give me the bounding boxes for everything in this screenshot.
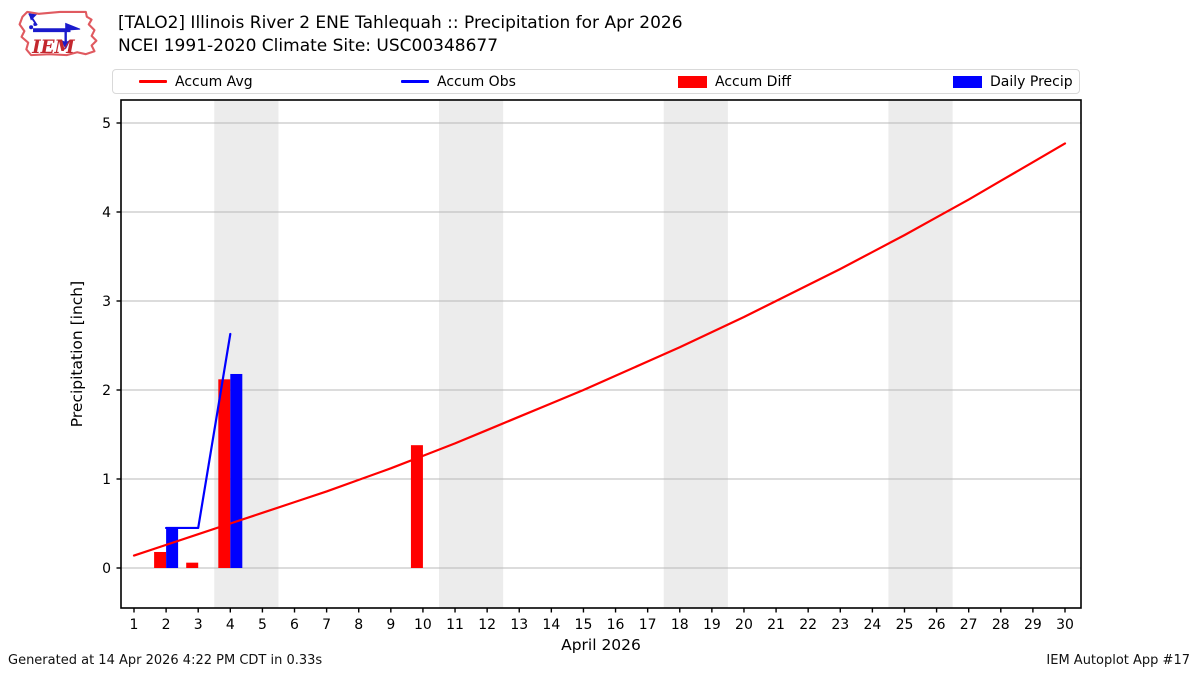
plot-border	[120, 99, 1082, 609]
x-axis-tick-label: 23	[831, 617, 849, 633]
daily-precip-swatch-icon	[953, 75, 982, 88]
y-axis-tick-label: 0	[102, 561, 111, 577]
x-axis-tick-label: 14	[542, 617, 560, 633]
weather-vane-icon	[28, 13, 81, 50]
x-axis-tick-label: 27	[960, 617, 978, 633]
legend-label: Accum Obs	[437, 73, 516, 90]
legend: Accum Avg Accum Obs Accum Diff Daily Precip	[112, 69, 1080, 94]
x-axis-tick-label: 10	[414, 617, 432, 633]
x-axis-tick-label: 25	[896, 617, 914, 633]
accum-diff-swatch-icon	[678, 75, 707, 88]
legend-item-accum-diff: Accum Diff	[678, 70, 791, 93]
iowa-outline-icon	[18, 10, 98, 57]
x-axis-tick-label: 12	[478, 617, 496, 633]
x-axis-tick-label: 3	[194, 617, 203, 633]
x-axis-tick-label: 8	[354, 617, 363, 633]
chart-title: [TALO2] Illinois River 2 ENE Tahlequah :…	[118, 13, 683, 33]
x-axis-tick-label: 30	[1056, 617, 1074, 633]
y-axis-tick-label: 5	[102, 116, 111, 132]
accum-diff-bar	[154, 551, 167, 568]
x-axis-tick-label: 29	[1024, 617, 1042, 633]
app-credit: IEM Autoplot App #17	[1046, 653, 1190, 668]
chart-title-block: [TALO2] Illinois River 2 ENE Tahlequah :…	[118, 12, 683, 58]
x-axis-tick-label: 19	[703, 617, 721, 633]
x-axis-title: April 2026	[561, 636, 641, 654]
y-axis-tick-label: 4	[102, 205, 111, 221]
legend-label: Accum Avg	[175, 73, 253, 90]
accum-diff-bar	[410, 445, 423, 568]
x-axis-tick-label: 13	[510, 617, 528, 633]
x-axis-tick-label: 26	[928, 617, 946, 633]
x-axis-tick-label: 18	[671, 617, 689, 633]
daily-precip-bar	[230, 373, 243, 568]
x-axis-tick-label: 22	[799, 617, 817, 633]
y-axis-tick-label: 3	[102, 294, 111, 310]
accum-obs-line	[165, 332, 232, 530]
generated-timestamp: Generated at 14 Apr 2026 4:22 PM CDT in …	[8, 653, 323, 668]
accum-avg-swatch-icon	[139, 79, 167, 84]
accum-diff-bar	[186, 562, 199, 568]
weekend-band	[438, 100, 504, 608]
accum-avg-line	[132, 142, 1067, 557]
iem-logo: IEM	[18, 10, 98, 58]
x-axis-tick-label: 5	[258, 617, 267, 633]
x-axis-tick-label: 1	[130, 617, 139, 633]
x-axis-tick-label: 20	[735, 617, 753, 633]
y-axis-tick-label: 2	[102, 383, 111, 399]
legend-item-daily-precip: Daily Precip	[953, 70, 1073, 93]
legend-item-accum-obs: Accum Obs	[401, 70, 516, 93]
logo-text: IEM	[31, 37, 75, 58]
x-axis-tick-label: 24	[863, 617, 881, 633]
weekend-band	[663, 100, 728, 608]
x-axis-tick-label: 28	[992, 617, 1010, 633]
legend-label: Accum Diff	[715, 73, 792, 90]
x-axis-tick-label: 6	[290, 617, 299, 633]
x-axis-tick-label: 4	[226, 617, 235, 633]
x-axis-tick-label: 9	[386, 617, 395, 633]
y-axis-title: Precipitation [inch]	[68, 281, 86, 427]
accum-obs-swatch-icon	[401, 79, 429, 84]
x-axis-tick-label: 17	[639, 617, 657, 633]
x-axis-tick-label: 15	[575, 617, 593, 633]
weekend-band	[888, 100, 953, 608]
chart-subtitle: NCEI 1991-2020 Climate Site: USC00348677	[118, 36, 499, 56]
legend-label: Daily Precip	[990, 73, 1073, 90]
accum-diff-bar	[218, 379, 231, 568]
x-axis-tick-label: 11	[446, 617, 464, 633]
legend-item-accum-avg: Accum Avg	[139, 70, 253, 93]
daily-precip-bar	[166, 527, 179, 568]
x-axis-tick-label: 7	[322, 617, 331, 633]
x-axis-tick-label: 2	[162, 617, 171, 633]
x-axis-tick-label: 16	[607, 617, 625, 633]
y-axis-tick-label: 1	[102, 472, 111, 488]
x-axis-tick-label: 21	[767, 617, 785, 633]
